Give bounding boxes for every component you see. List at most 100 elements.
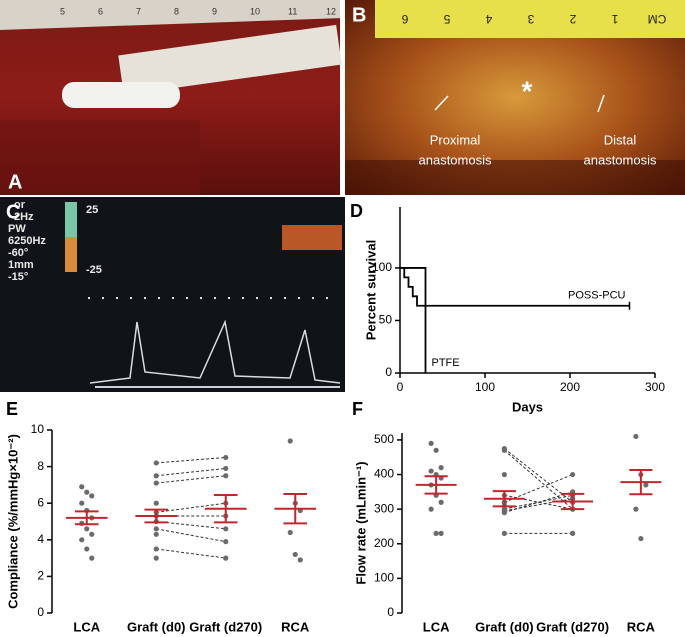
series-label: POSS-PCU	[568, 290, 626, 302]
point	[153, 526, 159, 532]
panel-letter: D	[350, 201, 363, 221]
label: Distal	[604, 132, 637, 147]
point	[570, 471, 576, 478]
point	[79, 500, 85, 506]
y-tick-label: 0	[385, 365, 392, 379]
survival-line	[400, 267, 630, 307]
pair-line	[156, 502, 226, 513]
ruler-number: 1	[611, 12, 618, 26]
point	[501, 471, 507, 478]
point	[633, 433, 639, 440]
point	[428, 440, 434, 446]
pair-line	[156, 528, 226, 543]
x-tick-label: Graft (d0)	[127, 619, 186, 634]
ruler-number: CM	[648, 12, 667, 26]
y-tick-label: 0	[37, 605, 44, 619]
x-tick-label: 300	[645, 380, 665, 394]
point	[153, 531, 159, 537]
point	[89, 531, 95, 537]
ruler-number: 3	[527, 12, 534, 26]
x-tick-label: LCA	[73, 619, 100, 634]
setting: 6250Hz	[8, 235, 46, 247]
point	[84, 546, 90, 552]
y-axis-label: Percent survival	[363, 240, 378, 340]
point	[501, 510, 507, 516]
point	[89, 555, 95, 561]
point	[223, 539, 229, 545]
point	[643, 482, 649, 488]
y-axis-label: Compliance (%/mmHg×10⁻²)	[5, 434, 20, 609]
pair-line	[504, 449, 573, 510]
x-tick-label: 0	[397, 380, 404, 394]
point	[287, 529, 293, 536]
point	[153, 473, 159, 479]
ruler-number: 6	[401, 12, 408, 26]
ruler-a-numbers: 5 6 7 8 9 10 11 12	[60, 6, 336, 16]
x-tick-label: 100	[475, 380, 495, 394]
survival-line	[400, 267, 427, 373]
point	[153, 555, 159, 561]
setting: -60°	[8, 247, 28, 259]
photo-a	[0, 0, 342, 195]
pair-line	[156, 467, 226, 477]
ruler-number: 7	[136, 6, 141, 16]
point	[438, 465, 444, 471]
marker: *	[522, 75, 533, 106]
y-tick-label: 300	[374, 501, 394, 515]
x-tick-label: Graft (d270)	[536, 619, 609, 634]
point	[570, 530, 576, 536]
y-tick-label: 10	[31, 422, 45, 436]
y-tick-label: 4	[37, 532, 44, 546]
photo-c	[0, 197, 345, 392]
setting: 1mm	[8, 259, 34, 271]
ruler-number: 5	[443, 12, 450, 26]
label: anastomosis	[419, 152, 492, 167]
panel-letter: F	[352, 399, 363, 419]
setting: 2Hz	[14, 211, 34, 223]
point	[84, 489, 90, 495]
y-tick-label: 100	[374, 571, 394, 585]
ruler-number: 2	[569, 12, 576, 26]
label: Proximal	[430, 132, 481, 147]
point	[433, 530, 439, 536]
ruler-number: 9	[212, 6, 217, 16]
x-tick-label: RCA	[627, 619, 656, 634]
scale-label: 25	[86, 204, 98, 216]
x-tick-label: Graft (d0)	[475, 619, 534, 634]
ruler-number: 4	[485, 12, 492, 26]
point	[438, 530, 444, 536]
ruler-number: 10	[250, 6, 260, 16]
x-axis-label: Days	[512, 399, 543, 414]
pair-line	[156, 475, 226, 484]
label: anastomosis	[584, 152, 657, 167]
y-axis-label: Flow rate (mLmin⁻¹)	[353, 461, 368, 584]
point	[633, 506, 639, 512]
ruler-number: 11	[288, 6, 297, 16]
setting: or	[14, 199, 26, 211]
scale-label: -25	[86, 264, 102, 276]
pair-line	[156, 548, 226, 559]
setting: PW	[8, 223, 26, 235]
point	[153, 480, 159, 486]
y-tick-label: 0	[387, 605, 394, 619]
photo-b	[345, 0, 685, 195]
pair-line	[504, 491, 573, 514]
point	[292, 551, 298, 558]
point	[223, 465, 229, 472]
point	[438, 499, 444, 505]
x-tick-label: 200	[560, 380, 580, 394]
x-tick-label: RCA	[281, 619, 310, 634]
point	[223, 473, 229, 479]
point	[433, 447, 439, 453]
y-tick-label: 2	[37, 569, 44, 583]
ruler-number: 5	[60, 6, 65, 16]
panel-letter: B	[352, 4, 366, 26]
point	[84, 526, 90, 532]
point	[501, 447, 507, 453]
point	[153, 460, 159, 466]
point	[153, 500, 159, 506]
ruler-number: 8	[174, 6, 179, 16]
y-tick-label: 100	[372, 260, 392, 274]
